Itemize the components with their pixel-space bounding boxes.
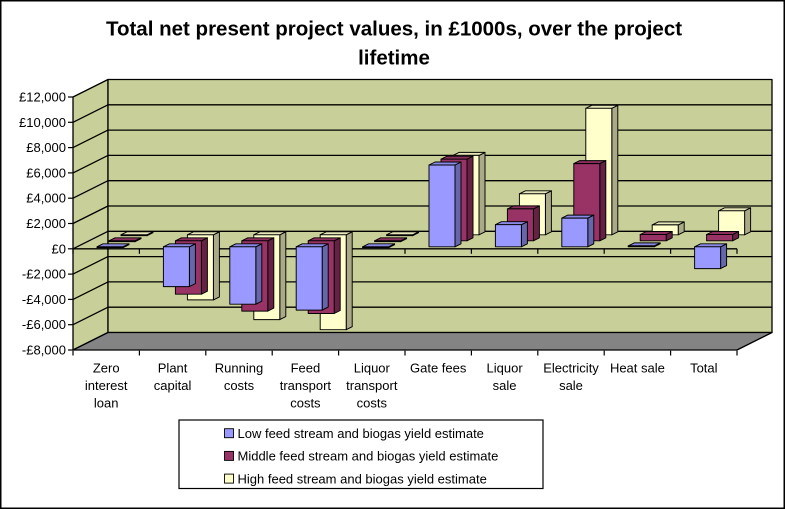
svg-text:£8,000: £8,000 xyxy=(26,140,66,155)
svg-text:interest: interest xyxy=(85,378,128,393)
svg-text:sale: sale xyxy=(559,378,583,393)
svg-text:Total: Total xyxy=(690,361,718,376)
svg-text:Heat sale: Heat sale xyxy=(610,361,665,376)
svg-text:-£2,000: -£2,000 xyxy=(22,267,66,282)
svg-text:costs: costs xyxy=(290,396,321,411)
svg-text:£2,000: £2,000 xyxy=(26,216,66,231)
svg-text:£0: £0 xyxy=(52,241,66,256)
svg-text:sale: sale xyxy=(493,378,517,393)
svg-text:transport: transport xyxy=(280,378,332,393)
svg-text:Liquor: Liquor xyxy=(487,361,524,376)
svg-text:Running: Running xyxy=(215,361,263,376)
svg-text:High feed stream and biogas yi: High feed stream and biogas yield estima… xyxy=(238,471,487,486)
svg-text:-£6,000: -£6,000 xyxy=(22,317,66,332)
svg-text:Gate fees: Gate fees xyxy=(410,361,467,376)
svg-text:Electricity: Electricity xyxy=(543,361,599,376)
svg-text:Zero: Zero xyxy=(93,361,120,376)
svg-text:Liquor: Liquor xyxy=(354,361,391,376)
svg-text:Middle feed stream and biogas: Middle feed stream and biogas yield esti… xyxy=(238,449,499,464)
svg-text:transport: transport xyxy=(346,378,398,393)
svg-text:lifetime: lifetime xyxy=(358,47,430,70)
svg-text:£12,000: £12,000 xyxy=(19,90,66,105)
svg-text:£4,000: £4,000 xyxy=(26,191,66,206)
svg-text:-£4,000: -£4,000 xyxy=(22,292,66,307)
svg-text:costs: costs xyxy=(357,396,388,411)
svg-text:£10,000: £10,000 xyxy=(19,115,66,130)
svg-text:Feed: Feed xyxy=(291,361,321,376)
svg-text:costs: costs xyxy=(224,378,255,393)
svg-text:Low feed stream and biogas yie: Low feed stream and biogas yield estimat… xyxy=(238,426,484,441)
svg-text:£6,000: £6,000 xyxy=(26,165,66,180)
svg-text:Plant: Plant xyxy=(158,361,188,376)
svg-text:capital: capital xyxy=(154,378,192,393)
svg-text:Total net present project valu: Total net present project values, in £10… xyxy=(106,18,682,41)
svg-text:-£8,000: -£8,000 xyxy=(22,343,66,358)
svg-text:loan: loan xyxy=(94,396,119,411)
